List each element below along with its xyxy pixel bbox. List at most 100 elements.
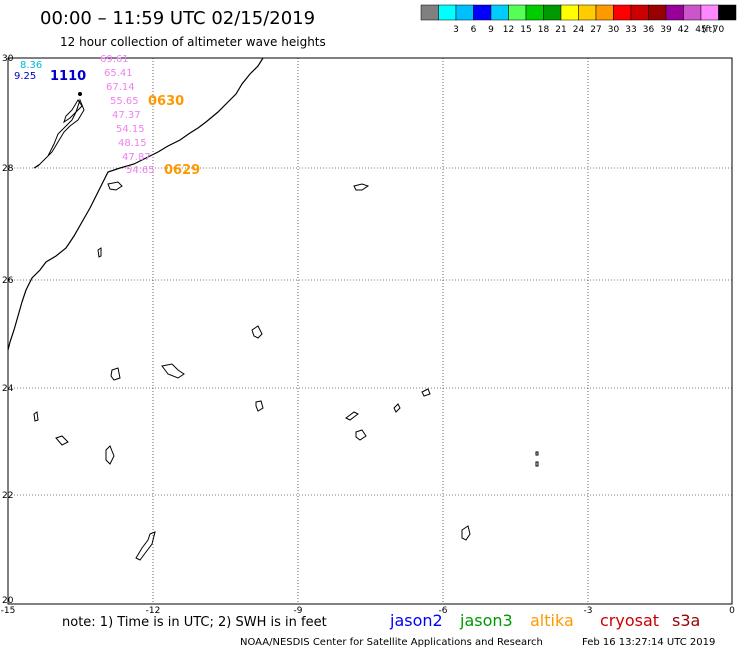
satellite-cryosat: cryosat: [600, 611, 659, 630]
pass-time: 0630: [148, 94, 184, 109]
wave-height-observations: 8.36 9.25 69.61 65.41 67.14 55.65 47.37 …: [14, 54, 155, 176]
longitude-labels: -15 -12 -9 -6 -3 0: [1, 606, 735, 616]
lon-label: 0: [729, 606, 735, 616]
island-c: [97, 247, 102, 258]
footer-note: note: 1) Time is in UTC; 2) SWH is in fe…: [62, 615, 327, 630]
african-coastline: [7, 57, 264, 351]
color-scale-swatch: [683, 4, 702, 21]
map-grid: [8, 58, 732, 604]
island-m: [355, 429, 367, 441]
island-b: [353, 183, 370, 191]
color-scale-label: 3: [453, 25, 459, 35]
island-l: [55, 435, 69, 446]
satellite-altika: altika: [530, 611, 574, 630]
color-scale-label: 6: [471, 25, 477, 35]
lat-label: 24: [2, 384, 14, 394]
lat-label: 20: [2, 596, 14, 606]
island-d: [251, 325, 263, 339]
lanzarote-island: [63, 99, 83, 124]
lat-label: 26: [2, 276, 14, 286]
color-scale-label: 33: [625, 25, 636, 35]
color-scale-swatch: [648, 4, 667, 21]
generated-timestamp: Feb 16 13:27:14 UTC 2019: [582, 637, 715, 648]
island-f: [161, 363, 185, 379]
swh-observation: 48.15: [118, 138, 147, 149]
island-n: [105, 445, 115, 465]
color-scale-label: 15: [520, 25, 531, 35]
map-subtitle: 12 hour collection of altimeter wave hei…: [60, 35, 326, 49]
island-o: [535, 451, 539, 456]
island-j: [393, 403, 401, 413]
color-scale-swatch: [473, 4, 492, 21]
color-scale-swatch: [700, 4, 719, 21]
pass-time-labels: 1110 0630 0629: [50, 69, 200, 178]
swh-observation: 9.25: [14, 71, 36, 82]
pass-time: 1110: [50, 69, 86, 84]
swh-observation: 8.36: [20, 60, 42, 71]
swh-observation: 67.14: [106, 82, 135, 93]
islands: [33, 92, 539, 561]
color-scale-swatch: [718, 4, 737, 21]
lon-label: -12: [146, 606, 161, 616]
lon-label: -6: [439, 606, 448, 616]
lon-label: -15: [1, 606, 16, 616]
color-scale-swatch: [595, 4, 614, 21]
color-scale-label: 9: [488, 25, 494, 35]
island-a: [107, 181, 123, 191]
lat-label: 22: [2, 491, 13, 501]
color-scale-swatch: [543, 4, 562, 21]
swh-observation: 65.41: [104, 68, 133, 79]
lon-label: -9: [294, 606, 303, 616]
color-scale-swatch: [438, 4, 457, 21]
color-scale-swatch: [578, 4, 597, 21]
island-k: [421, 388, 431, 397]
color-scale-label: 21: [555, 25, 566, 35]
map-frame: [7, 57, 733, 605]
color-scale-swatch: [630, 4, 649, 21]
color-scale-label: 27: [590, 25, 601, 35]
satellite-jason2: jason2: [389, 611, 443, 630]
color-scale-label: 70: [713, 25, 725, 35]
lon-label: -3: [584, 606, 593, 616]
satellite-s3a: s3a: [672, 611, 700, 630]
color-scale-swatch: [508, 4, 527, 21]
color-scale-swatch: [455, 4, 474, 21]
island-h: [255, 400, 264, 412]
swh-observation: 69.61: [100, 54, 129, 65]
color-scale-label: 18: [538, 25, 550, 35]
fuerteventura-island: [33, 98, 85, 169]
color-scale-label: 42: [678, 25, 689, 35]
swh-observation: 54.65: [126, 165, 155, 176]
color-scale-label: 30: [608, 25, 620, 35]
color-scale-swatch: [490, 4, 509, 21]
island-q: [461, 525, 471, 541]
swh-observation: 54.15: [116, 124, 145, 135]
island-p: [535, 461, 539, 467]
map-title: 00:00 – 11:59 UTC 02/15/2019: [40, 8, 315, 29]
island-i: [345, 411, 359, 421]
color-scale-swatch: [420, 4, 439, 21]
latitude-labels: 30 28 26 24 22 20: [2, 54, 14, 606]
color-scale-label: 39: [660, 25, 672, 35]
swh-observation: 47.37: [112, 110, 141, 121]
color-scale-label: 45: [695, 25, 706, 35]
color-scale-label: 12: [503, 25, 514, 35]
color-scale-label: 24: [573, 25, 585, 35]
satellite-jason3: jason3: [459, 611, 513, 630]
color-scale-swatch: [560, 4, 579, 21]
satellite-legend: jason2 jason3 altika cryosat s3a: [389, 611, 700, 630]
wave-height-color-scale: 3 6 9 12 15 18 21 24 27 30 33 36 39 42 45 70: [420, 4, 737, 35]
color-scale-swatch: [665, 4, 684, 21]
color-scale-swatch: [613, 4, 632, 21]
pass-time: 0629: [164, 163, 200, 178]
island-g: [33, 411, 39, 422]
credit-text: NOAA/NESDIS Center for Satellite Applica…: [240, 637, 543, 648]
island-e: [110, 367, 121, 381]
scale-unit-label: (ft): [702, 25, 716, 35]
lat-label: 30: [2, 54, 14, 64]
color-scale-label: 36: [643, 25, 655, 35]
swh-observation: 47.87: [122, 152, 151, 163]
color-scale-swatch: [525, 4, 544, 21]
swh-observation: 55.65: [110, 96, 139, 107]
